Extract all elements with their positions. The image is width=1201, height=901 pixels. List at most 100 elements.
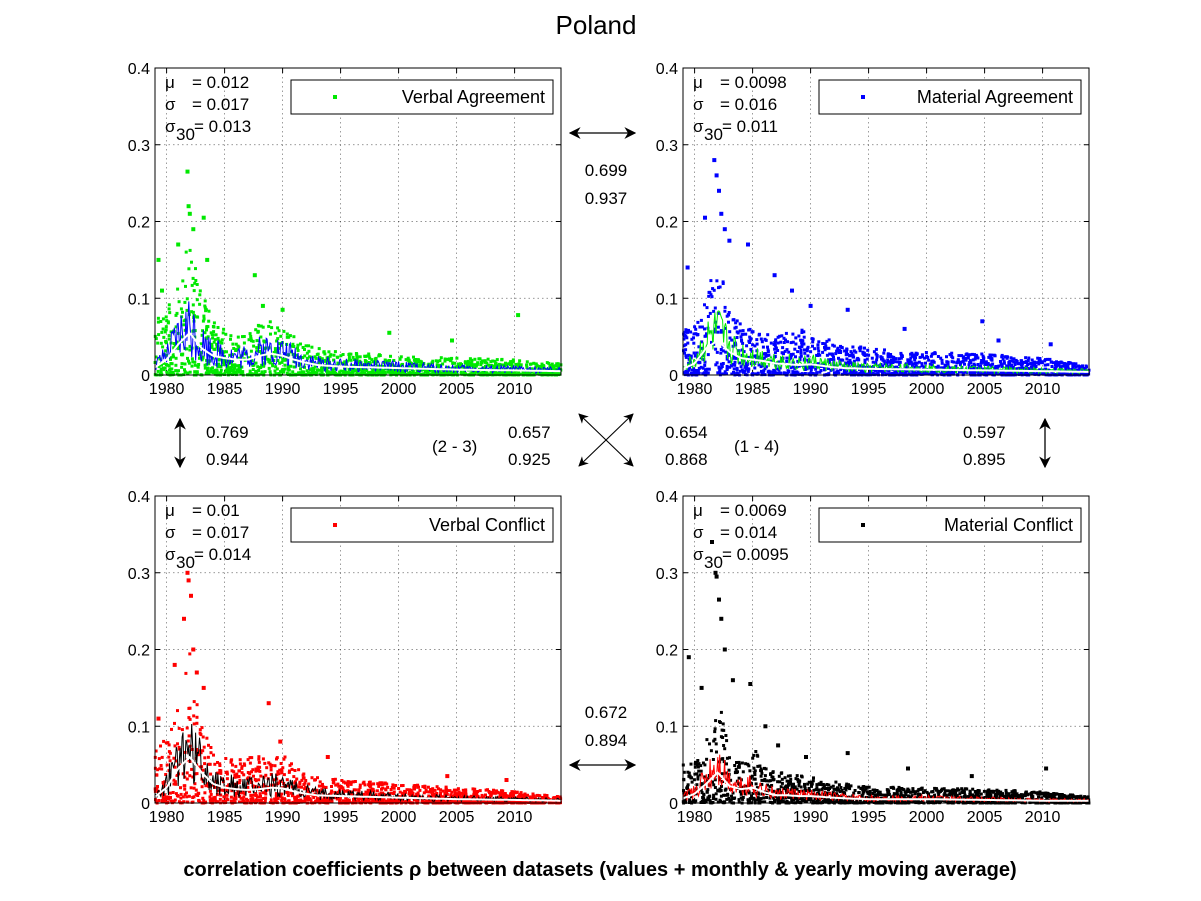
scatter-point <box>832 787 836 791</box>
x-tick-label: 2010 <box>497 809 533 826</box>
scatter-point <box>216 800 220 804</box>
scatter-point <box>203 791 207 795</box>
scatter-point <box>783 349 787 353</box>
scatter-point <box>504 800 508 804</box>
scatter-point <box>307 344 311 348</box>
scatter-point <box>185 726 189 730</box>
scatter-point <box>854 371 858 375</box>
scatter-point <box>198 302 202 306</box>
scatter-point <box>748 327 752 331</box>
scatter-point <box>292 365 296 369</box>
scatter-point <box>943 363 947 367</box>
scatter-point <box>906 359 910 362</box>
scatter-point <box>489 360 493 364</box>
scatter-point <box>852 355 856 359</box>
scatter-point <box>519 791 523 795</box>
scatter-point <box>1066 366 1070 370</box>
x-tick-label: 1985 <box>207 809 243 826</box>
scatter-point <box>172 799 176 803</box>
monthly-average-line <box>154 723 562 803</box>
scatter-point <box>716 371 720 375</box>
scatter-point <box>248 369 252 373</box>
scatter-point <box>548 800 552 804</box>
scatter-point <box>434 359 438 363</box>
scatter-point <box>185 297 189 301</box>
scatter-point <box>725 357 729 361</box>
scatter-outlier <box>187 211 192 216</box>
scatter-point <box>273 369 277 373</box>
y-tick-label: 0 <box>141 796 150 813</box>
scatter-point <box>161 781 165 784</box>
scatter-point <box>815 353 819 357</box>
scatter-point <box>729 364 733 368</box>
scatter-point <box>259 335 263 339</box>
x-tick-label: 2000 <box>909 381 945 398</box>
scatter-point <box>400 791 404 795</box>
scatter-point <box>215 345 219 349</box>
scatter-point <box>232 770 236 774</box>
scatter-point <box>242 773 246 777</box>
scatter-point <box>172 778 176 782</box>
scatter-point <box>276 359 280 362</box>
scatter-point <box>738 361 742 365</box>
scatter-point <box>383 781 387 785</box>
scatter-point <box>972 367 976 371</box>
scatter-point <box>740 339 744 343</box>
scatter-point <box>862 353 866 357</box>
scatter-point <box>727 768 731 772</box>
scatter-point <box>230 368 234 372</box>
scatter-point <box>181 795 185 799</box>
scatter-point <box>269 798 273 802</box>
scatter-point <box>883 362 887 366</box>
scatter-point <box>303 348 306 351</box>
scatter-point <box>273 800 277 804</box>
scatter-point <box>1045 357 1049 361</box>
scatter-point <box>1075 368 1079 372</box>
scatter-point <box>231 763 234 767</box>
scatter-point <box>1003 355 1007 359</box>
scatter-point <box>451 361 455 365</box>
scatter-point <box>255 800 258 803</box>
scatter-point <box>341 799 345 803</box>
scatter-outlier <box>194 670 199 675</box>
scatter-point <box>235 364 239 368</box>
scatter-point <box>941 370 944 374</box>
scatter-point <box>443 359 447 363</box>
scatter-point <box>907 362 911 366</box>
scatter-point <box>395 370 399 374</box>
scatter-point <box>475 363 479 367</box>
scatter-point <box>324 785 328 789</box>
scatter-point <box>198 293 202 297</box>
scatter-point <box>837 349 840 353</box>
scatter-point <box>313 355 317 359</box>
x-tick-label: 2010 <box>1025 809 1061 826</box>
scatter-point <box>257 778 261 782</box>
scatter-point <box>338 787 342 791</box>
scatter-point <box>296 349 300 352</box>
scatter-point <box>689 360 692 364</box>
scatter-point <box>417 358 421 362</box>
scatter-point <box>543 367 547 371</box>
scatter-point <box>518 792 522 796</box>
scatter-point <box>327 799 331 803</box>
scatter-point <box>469 363 472 367</box>
scatter-point <box>222 359 226 363</box>
scatter-point <box>368 788 372 792</box>
scatter-point <box>468 357 472 361</box>
x-tick-label: 2000 <box>381 381 417 398</box>
scatter-point <box>177 369 180 373</box>
scatter-point <box>534 362 538 366</box>
scatter-point <box>267 360 271 364</box>
scatter-point <box>723 370 727 374</box>
scatter-point <box>554 364 558 368</box>
scatter-point <box>246 758 250 762</box>
scatter-point <box>808 366 812 369</box>
scatter-point <box>174 369 178 373</box>
scatter-point <box>398 357 402 361</box>
scatter-point <box>913 792 917 796</box>
scatter-point <box>455 356 459 360</box>
scatter-point <box>1070 367 1074 371</box>
scatter-point <box>709 293 713 297</box>
scatter-point <box>697 345 701 349</box>
